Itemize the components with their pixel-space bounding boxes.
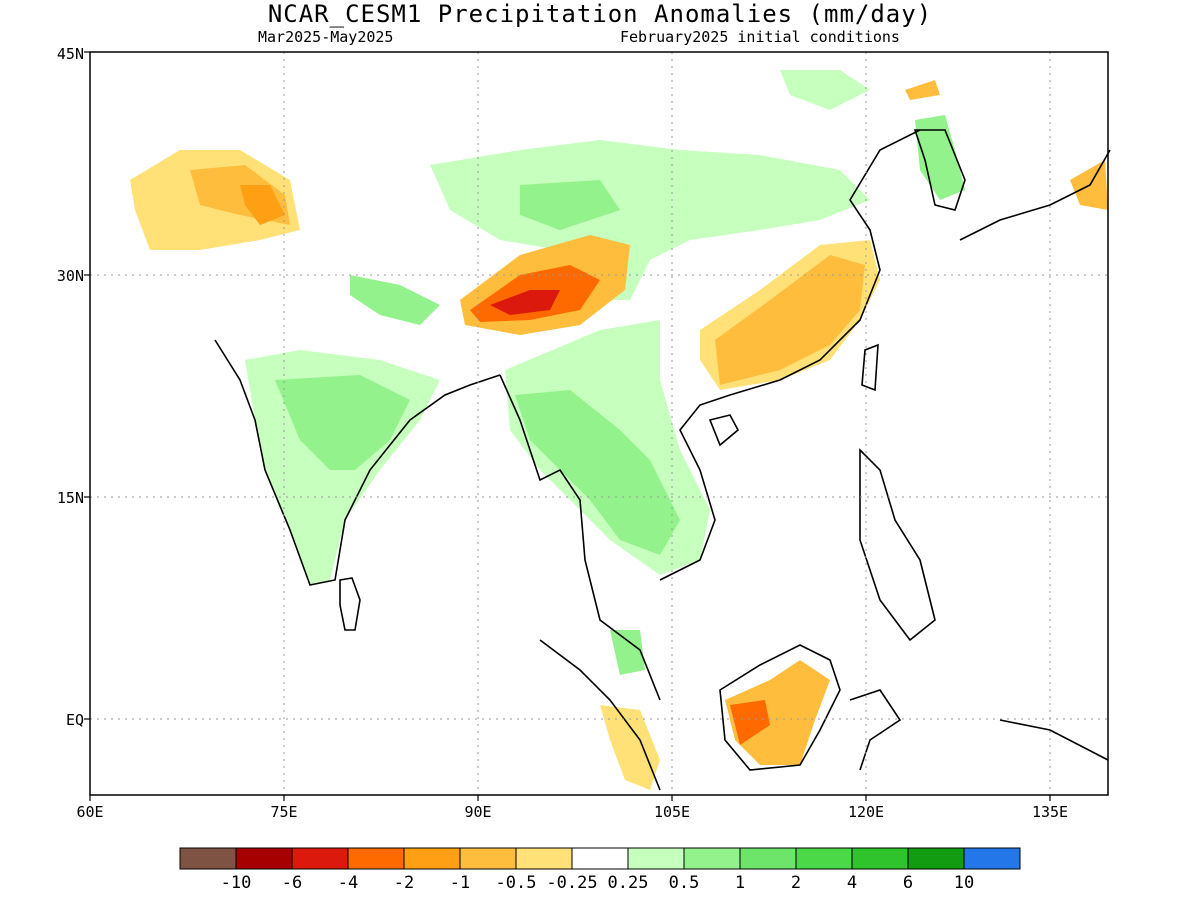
coastline-borneo <box>719 644 841 771</box>
colorbar-label: 2 <box>790 873 802 893</box>
wet-anomaly-indochina-core <box>515 390 680 555</box>
colorbar-swatch <box>571 847 629 870</box>
coastline-sulawesi <box>849 689 902 771</box>
dry-anomaly-pakistan-core <box>240 185 285 225</box>
coastline-myanmar-thailand <box>499 374 661 701</box>
wet-anomaly-korea <box>915 115 965 200</box>
colorbar-label: 4 <box>846 873 858 893</box>
colorbar-swatch <box>235 847 293 870</box>
lon-label-135e: 135E <box>1031 803 1069 821</box>
dry-anomaly-borneo-core <box>730 700 770 745</box>
wet-anomaly-tibet-core <box>520 180 620 230</box>
colorbar-label: 10 <box>953 873 975 893</box>
lon-label-105e: 105E <box>653 803 691 821</box>
lat-label-45n: 45N <box>56 45 84 63</box>
coastline-sri-lanka <box>339 577 361 631</box>
season-subtitle: Mar2025-May2025 <box>258 28 394 46</box>
wet-anomaly-sumatra <box>610 630 645 675</box>
graticule <box>90 52 1108 795</box>
colorbar-label: 0.25 <box>607 873 649 893</box>
dry-anomaly-south-china-core <box>715 255 865 385</box>
map-title: NCAR_CESM1 Precipitation Anomalies (mm/d… <box>267 0 933 28</box>
coastlines <box>214 129 1111 791</box>
colorbar-swatch <box>459 847 517 870</box>
coastline-hainan <box>708 414 740 447</box>
colorbar-swatch <box>627 847 685 870</box>
colorbar-swatch <box>739 847 797 870</box>
axis-ticks <box>84 51 1051 801</box>
wet-anomaly-india-core <box>275 375 410 470</box>
lon-label-120e: 120E <box>847 803 885 821</box>
colorbar-label: 0.5 <box>668 873 700 893</box>
dry-anomaly-borneo <box>725 660 830 765</box>
coastline-indochina <box>659 129 921 581</box>
lon-label-75e: 75E <box>270 803 298 821</box>
colorbar-swatch <box>179 847 237 870</box>
lat-label-eq: EQ <box>65 711 84 729</box>
colorbar-label: 6 <box>902 873 914 893</box>
colorbar-swatch <box>347 847 405 870</box>
colorbar-label: -4 <box>337 873 359 893</box>
colorbar-label: -6 <box>281 873 303 893</box>
wet-anomaly-north-china <box>780 70 870 110</box>
colorbar-label: -10 <box>220 873 252 893</box>
colorbar-swatch <box>963 847 1021 870</box>
anomaly-fields <box>130 70 1108 790</box>
coastline-japan <box>959 149 1111 241</box>
lat-label-30n: 30N <box>56 267 84 285</box>
colorbar-label: 1 <box>734 873 746 893</box>
colorbar-swatch <box>403 847 461 870</box>
coastline-sumatra <box>539 639 661 791</box>
colorbar-swatch <box>291 847 349 870</box>
wet-anomaly-himalaya <box>350 275 440 325</box>
colorbar-swatch <box>907 847 965 870</box>
wet-anomaly-tibet <box>430 140 870 300</box>
colorbar-swatch <box>515 847 573 870</box>
dry-anomaly-mongolia <box>905 80 940 100</box>
coastline-philippines <box>859 448 936 642</box>
colorbar-label: -2 <box>393 873 415 893</box>
colorbar-label: -0.25 <box>546 873 598 893</box>
coastline-india <box>214 339 501 586</box>
colorbar-label: -0.5 <box>495 873 537 893</box>
colorbar-label: -1 <box>449 873 471 893</box>
lon-label-90e: 90E <box>464 803 492 821</box>
lon-label-60e: 60E <box>76 803 104 821</box>
colorbar <box>179 847 1021 870</box>
coastline-korea <box>913 129 966 211</box>
init-conditions-subtitle: February2025 initial conditions <box>620 28 900 46</box>
dry-anomaly-tibet-south-peak <box>490 290 560 315</box>
coastline-taiwan <box>861 343 879 392</box>
colorbar-swatch <box>795 847 853 870</box>
dry-anomaly-sumatra-south <box>600 705 660 790</box>
colorbar-swatch <box>683 847 741 870</box>
colorbar-swatch <box>851 847 909 870</box>
map-frame <box>89 51 1109 796</box>
lat-label-15n: 15N <box>56 489 84 507</box>
coastline-new-guinea <box>999 719 1109 761</box>
